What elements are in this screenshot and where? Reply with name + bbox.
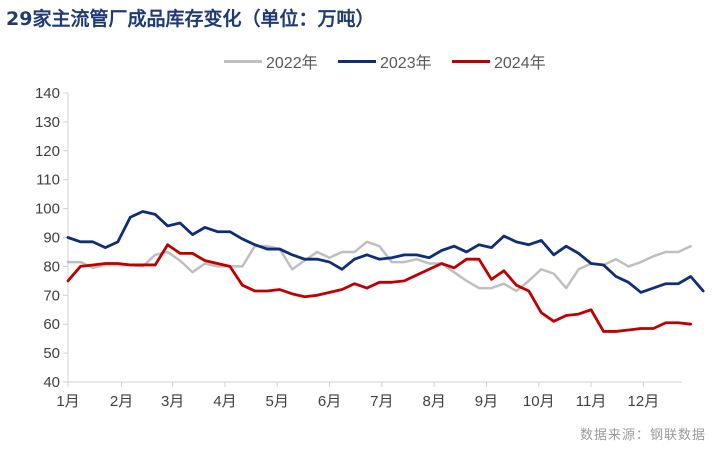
x-tick-label: 11月 [576,393,607,410]
x-tick-label: 9月 [475,393,498,410]
y-tick-label: 130 [35,114,60,131]
legend-label-2023: 2023年 [380,55,432,72]
y-tick-label: 100 [35,201,60,218]
y-tick-label: 40 [43,374,60,391]
y-tick-label: 120 [35,143,60,160]
x-tick-label: 2月 [110,393,133,410]
x-tick-label: 4月 [213,393,236,410]
y-tick-label: 70 [43,287,60,304]
x-tick-label: 12月 [628,393,660,410]
x-tick-label: 5月 [266,393,289,410]
source-note: 数据来源：钢联数据 [579,428,706,443]
series-line-2022 [66,240,692,293]
y-tick-label: 110 [36,172,60,189]
x-tick-label: 3月 [161,393,184,410]
x-tick-label: 8月 [422,393,445,410]
series-line-2024 [66,243,693,333]
x-tick-label: 7月 [370,393,393,410]
chart-title: 29家主流管厂成品库存变化（单位：万吨） [6,8,375,30]
y-tick-label: 90 [43,230,60,247]
x-tick-label: 10月 [523,393,555,410]
y-tick-label: 50 [43,345,60,362]
legend-swatch-2022 [224,59,262,63]
legend-label-2022: 2022年 [266,55,318,72]
legend-swatch-2024 [452,59,490,63]
x-tick-label: 6月 [318,393,341,410]
y-tick-label: 60 [43,316,60,333]
y-tick-label: 80 [43,258,60,275]
legend: 2022年 2023年 2024年 [0,50,720,72]
legend-label-2024: 2024年 [494,55,546,72]
series-line-2023 [66,210,705,294]
x-tick-label: 1月 [56,393,79,410]
legend-swatch-2023 [338,59,376,63]
legend-item-2024[interactable]: 2024年 [452,50,546,72]
y-tick-label: 140 [35,85,60,102]
legend-item-2022[interactable]: 2022年 [224,50,318,72]
legend-item-2023[interactable]: 2023年 [338,50,432,72]
